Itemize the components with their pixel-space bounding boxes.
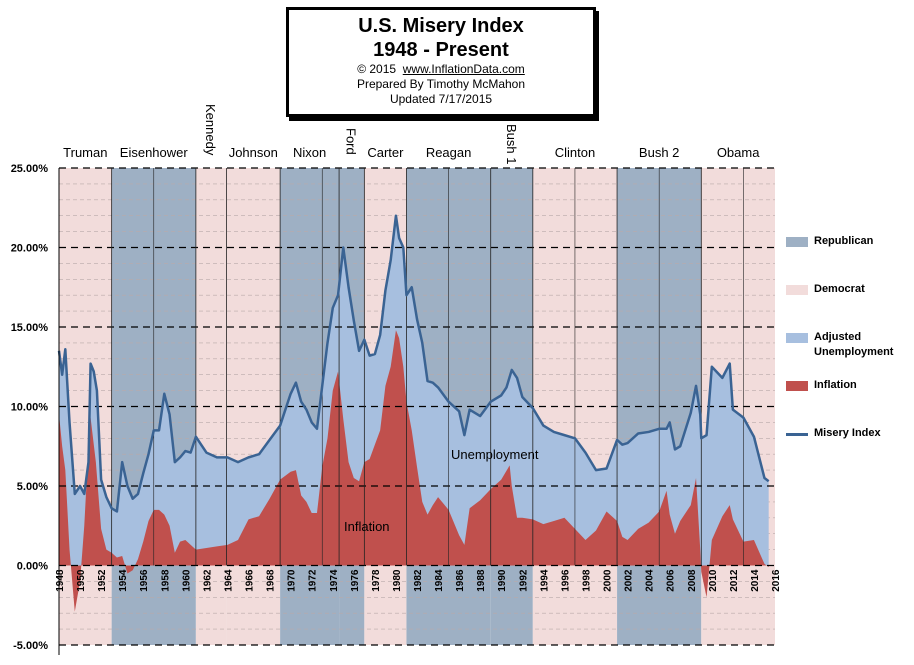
legend-label: Misery Index: [814, 427, 881, 439]
y-tick-label: 25.00%: [11, 163, 49, 175]
x-tick-label: 1970: [287, 569, 298, 592]
legend-label: Republican: [814, 235, 874, 247]
y-tick-label: 15.00%: [11, 322, 49, 334]
copyright-line: © 2015 www.InflationData.com: [289, 62, 593, 77]
x-tick-label: 1988: [476, 569, 487, 592]
x-tick-label: 1976: [350, 569, 361, 592]
x-axis-tick-labels: 1948 1950 1952 1954 1956 1958 1960 1962 1964 1966…: [55, 569, 782, 592]
legend-item-unemployment: Adjusted Unemployment: [786, 330, 910, 370]
x-tick-label: 1950: [76, 569, 87, 592]
legend-item-inflation: Inflation: [786, 378, 910, 418]
president-label-nixon: Nixon: [293, 145, 326, 160]
president-label-clinton: Clinton: [555, 145, 595, 160]
inflation-swatch: [786, 381, 808, 391]
website-link[interactable]: www.InflationData.com: [402, 62, 525, 76]
x-tick-label: 1996: [560, 569, 571, 592]
legend-label: Adjusted Unemployment: [814, 331, 894, 358]
x-tick-label: 1986: [455, 569, 466, 592]
x-tick-label: 1990: [497, 569, 508, 592]
president-label-reagan: Reagan: [426, 145, 472, 160]
president-label-carter: Carter: [367, 145, 404, 160]
x-tick-label: 1948: [55, 569, 66, 592]
unemployment-annotation: Unemployment: [451, 447, 539, 462]
misery-line-swatch: [786, 433, 808, 436]
president-label-kennedy: Kennedy: [203, 104, 218, 156]
legend-label: Inflation: [814, 379, 857, 391]
president-label-truman: Truman: [63, 145, 107, 160]
legend-item-misery: Misery Index: [786, 426, 910, 466]
unemployment-area: [59, 215, 769, 566]
x-tick-label: 2014: [750, 569, 761, 592]
x-tick-label: 2002: [624, 569, 635, 592]
x-tick-label: 1968: [266, 569, 277, 592]
chart-title: U.S. Misery Index: [358, 15, 524, 37]
y-tick-label: 20.00%: [11, 243, 49, 255]
x-tick-label: 1994: [539, 569, 550, 592]
president-label-johnson: Johnson: [229, 145, 278, 160]
x-tick-label: 1954: [118, 569, 129, 592]
x-tick-label: 1972: [308, 569, 319, 592]
chart-subtitle: 1948 - Present: [373, 39, 509, 61]
x-tick-label: 1974: [329, 569, 340, 592]
republican-swatch: [786, 237, 808, 247]
x-tick-label: 1962: [202, 569, 213, 592]
legend-item-democrat: Democrat: [786, 282, 910, 322]
term-divider-lines: [111, 168, 744, 566]
x-tick-label: 1998: [581, 569, 592, 592]
y-tick-label: 10.00%: [11, 402, 49, 414]
president-label-bush-1: Bush 1: [504, 124, 519, 164]
legend-label: Democrat: [814, 283, 865, 295]
x-tick-label: 1958: [160, 569, 171, 592]
president-label-eisenhower: Eisenhower: [120, 145, 189, 160]
legend-item-republican: Republican: [786, 234, 910, 274]
x-tick-label: 2008: [687, 569, 698, 592]
x-tick-label: 1992: [518, 569, 529, 592]
x-tick-label: 1956: [139, 569, 150, 592]
president-labels: Truman Eisenhower Kennedy Johnson Nixon Ford C…: [63, 104, 760, 164]
x-tick-label: 1952: [97, 569, 108, 592]
x-tick-label: 1966: [245, 569, 256, 592]
unemployment-swatch: [786, 333, 808, 343]
x-tick-label: 1982: [413, 569, 424, 592]
president-label-obama: Obama: [717, 145, 760, 160]
x-tick-label: 1964: [223, 569, 234, 592]
president-label-bush-2: Bush 2: [639, 145, 679, 160]
y-tick-label: -5.00%: [13, 640, 48, 652]
x-tick-label: 2004: [645, 569, 656, 592]
democrat-swatch: [786, 285, 808, 295]
x-tick-label: 1978: [371, 569, 382, 592]
y-axis-tick-labels: -5.00% 0.00% 5.00% 10.00% 15.00% 20.00% 25.00%: [11, 163, 49, 652]
x-tick-label: 1980: [392, 569, 403, 592]
y-tick-label: 5.00%: [17, 481, 48, 493]
updated-date: Updated 7/17/2015: [389, 92, 493, 106]
x-tick-label: 2012: [729, 569, 740, 592]
x-tick-label: 2006: [666, 569, 677, 592]
x-tick-label: 2010: [708, 569, 719, 592]
inflation-area: [59, 330, 769, 612]
x-tick-label: 2000: [603, 569, 614, 592]
prepared-by: Prepared By Timothy McMahon: [356, 77, 526, 91]
y-tick-label: 0.00%: [17, 561, 48, 573]
president-label-ford: Ford: [344, 128, 359, 155]
copyright: © 2015: [357, 62, 397, 76]
x-tick-label: 2016: [771, 569, 782, 592]
inflation-annotation: Inflation: [344, 519, 390, 534]
title-box: U.S. Misery Index 1948 - Present © 2015 …: [286, 7, 596, 117]
misery-index-line: [57, 214, 770, 513]
x-tick-label: 1984: [434, 569, 445, 592]
x-tick-label: 1960: [181, 569, 192, 592]
